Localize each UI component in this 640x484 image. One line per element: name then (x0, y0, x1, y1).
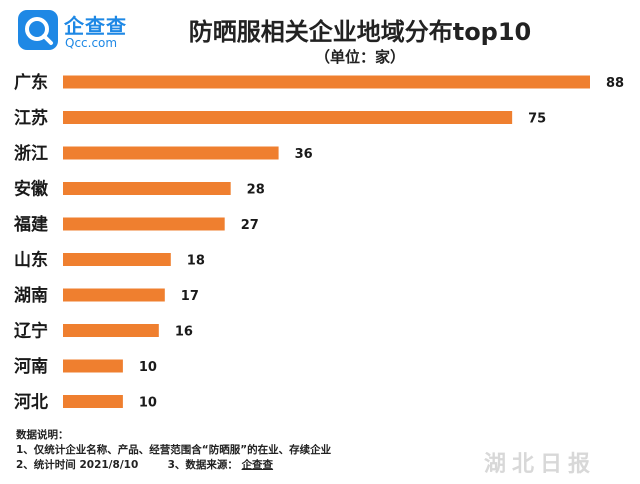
bar (63, 359, 123, 373)
bar (63, 395, 123, 408)
category-label: 江苏 (14, 108, 48, 129)
bar (63, 288, 165, 302)
value-label: 16 (175, 325, 193, 340)
category-label: 福建 (13, 214, 48, 235)
category-label: 浙江 (14, 143, 48, 164)
value-label: 88 (606, 76, 624, 91)
category-label: 河北 (14, 393, 48, 413)
notes-line-1: 1、仅统计企业名称、产品、经营范围含“防晒服”的在业、存续企业 (16, 444, 332, 456)
data-notes: 数据说明： 1、仅统计企业名称、产品、经营范围含“防晒服”的在业、存续企业 2、… (16, 428, 331, 473)
category-label: 安徽 (14, 179, 49, 200)
bar (63, 217, 225, 231)
bar (63, 253, 171, 266)
category-label: 辽宁 (14, 321, 48, 342)
bar (63, 324, 159, 337)
notes-line-2: 2、统计时间 2021/8/10 3、数据来源： 企查查 (16, 458, 331, 473)
watermark: 湖北日报 (484, 452, 597, 477)
value-label: 10 (139, 396, 157, 411)
bar (63, 75, 590, 89)
value-label: 17 (181, 289, 199, 304)
value-label: 75 (528, 112, 546, 127)
value-label: 28 (247, 183, 265, 198)
notes-source-label: 3、数据来源： (167, 459, 238, 471)
category-label: 山东 (14, 250, 48, 271)
brand-name: 企查查 (64, 14, 127, 38)
value-label: 27 (241, 218, 259, 233)
bar (63, 182, 231, 195)
value-label: 18 (187, 254, 205, 269)
chart-subtitle: （单位：家） (314, 48, 405, 66)
category-label: 广东 (14, 72, 48, 93)
qcc-logo-icon (18, 10, 58, 50)
value-label: 36 (295, 147, 313, 162)
category-label: 湖南 (14, 285, 48, 306)
chart-title: 防晒服相关企业地域分布top10 (188, 18, 532, 46)
brand-url: Qcc.com (65, 36, 118, 50)
brand-logo: 企查查 Qcc.com (18, 8, 158, 52)
value-label: 10 (139, 360, 157, 375)
notes-source-value: 企查查 (241, 459, 274, 471)
notes-stat-time: 2、统计时间 2021/8/10 (16, 459, 139, 471)
bar (63, 111, 513, 124)
category-label: 河南 (14, 356, 48, 377)
bar (63, 146, 279, 160)
bar-chart: 广东 88 江苏 75 浙江 36 安徽 28 福建 27 山东 18 湖南 17 辽宁 16 河南 10 河北 10 (13, 72, 624, 413)
notes-heading: 数据说明： (16, 429, 69, 441)
